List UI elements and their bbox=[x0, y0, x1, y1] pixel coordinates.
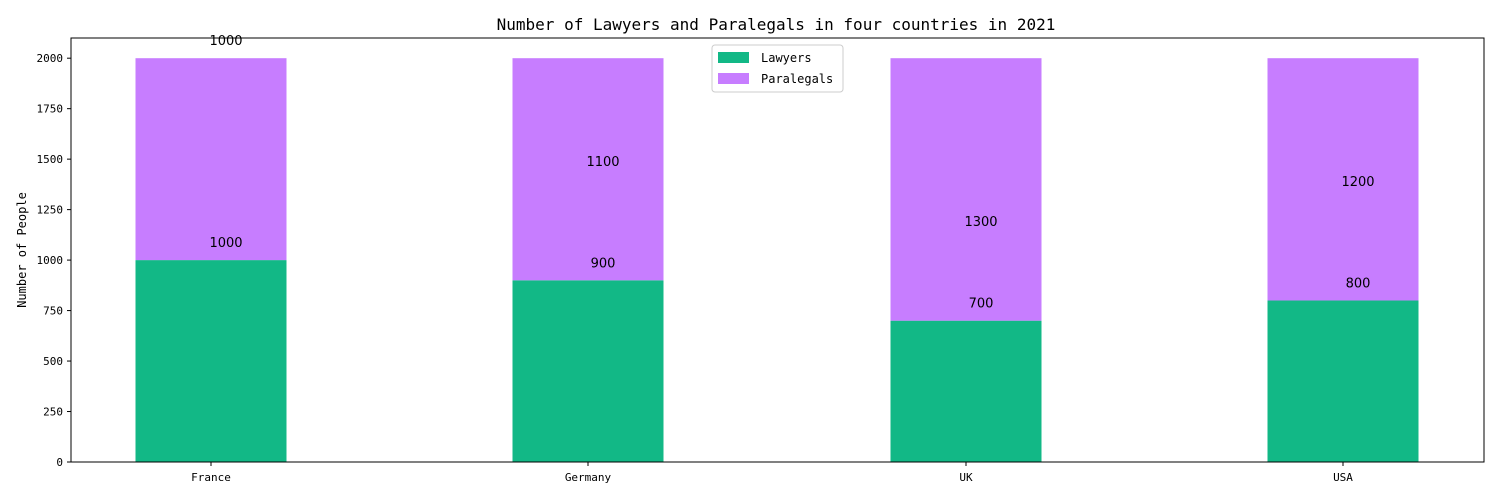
legend-label-paralegals: Paralegals bbox=[761, 72, 833, 86]
data-label-lawyers-uk: 700 bbox=[969, 297, 994, 312]
y-tick-label-1000: 1000 bbox=[37, 254, 64, 267]
bar-paralegals-usa bbox=[1267, 58, 1419, 301]
y-tick-label-500: 500 bbox=[43, 355, 63, 368]
bar-paralegals-france bbox=[135, 58, 287, 261]
bar-paralegals-germany bbox=[512, 58, 664, 281]
bars-group bbox=[135, 58, 1419, 462]
plot-frame bbox=[70, 37, 1485, 463]
x-tick-label-germany: Germany bbox=[565, 471, 612, 484]
bar-paralegals-uk bbox=[890, 58, 1042, 321]
y-tick-label-0: 0 bbox=[56, 456, 63, 469]
data-label-lawyers-france: 1000 bbox=[209, 236, 242, 251]
data-label-paralegals-uk: 1300 bbox=[964, 215, 997, 230]
data-label-paralegals-usa: 1200 bbox=[1341, 175, 1374, 190]
y-axis-label: Number of People bbox=[15, 192, 29, 308]
y-tick-label-1250: 1250 bbox=[37, 204, 64, 217]
bar-lawyers-uk bbox=[890, 320, 1042, 462]
data-label-paralegals-france: 1000 bbox=[209, 34, 242, 49]
x-tick-label-france: France bbox=[191, 471, 231, 484]
y-tick-label-1750: 1750 bbox=[37, 103, 64, 116]
legend-label-lawyers: Lawyers bbox=[761, 51, 812, 65]
data-label-lawyers-germany: 900 bbox=[591, 256, 616, 271]
data-labels-group: 1000 1000 900 1100 700 1300 800 1200 bbox=[209, 34, 1374, 311]
axes-group: 0 250 500 750 1000 1250 1500 1750 2000 France Germ… bbox=[37, 37, 1485, 484]
y-tick-label-750: 750 bbox=[43, 305, 63, 318]
bar-lawyers-usa bbox=[1267, 300, 1419, 462]
x-tick-label-usa: USA bbox=[1333, 471, 1353, 484]
y-tick-label-2000: 2000 bbox=[37, 52, 64, 65]
legend-swatch-paralegals bbox=[718, 73, 749, 84]
y-tick-label-250: 250 bbox=[43, 406, 63, 419]
data-label-lawyers-usa: 800 bbox=[1346, 276, 1371, 291]
legend-swatch-lawyers bbox=[718, 52, 749, 63]
x-tick-label-uk: UK bbox=[959, 471, 973, 484]
data-label-paralegals-germany: 1100 bbox=[586, 155, 619, 170]
bar-lawyers-germany bbox=[512, 280, 664, 462]
y-tick-label-1500: 1500 bbox=[37, 153, 64, 166]
legend: Lawyers Paralegals bbox=[711, 44, 844, 93]
bar-lawyers-france bbox=[135, 260, 287, 462]
chart-title: Number of Lawyers and Paralegals in four… bbox=[497, 15, 1056, 34]
